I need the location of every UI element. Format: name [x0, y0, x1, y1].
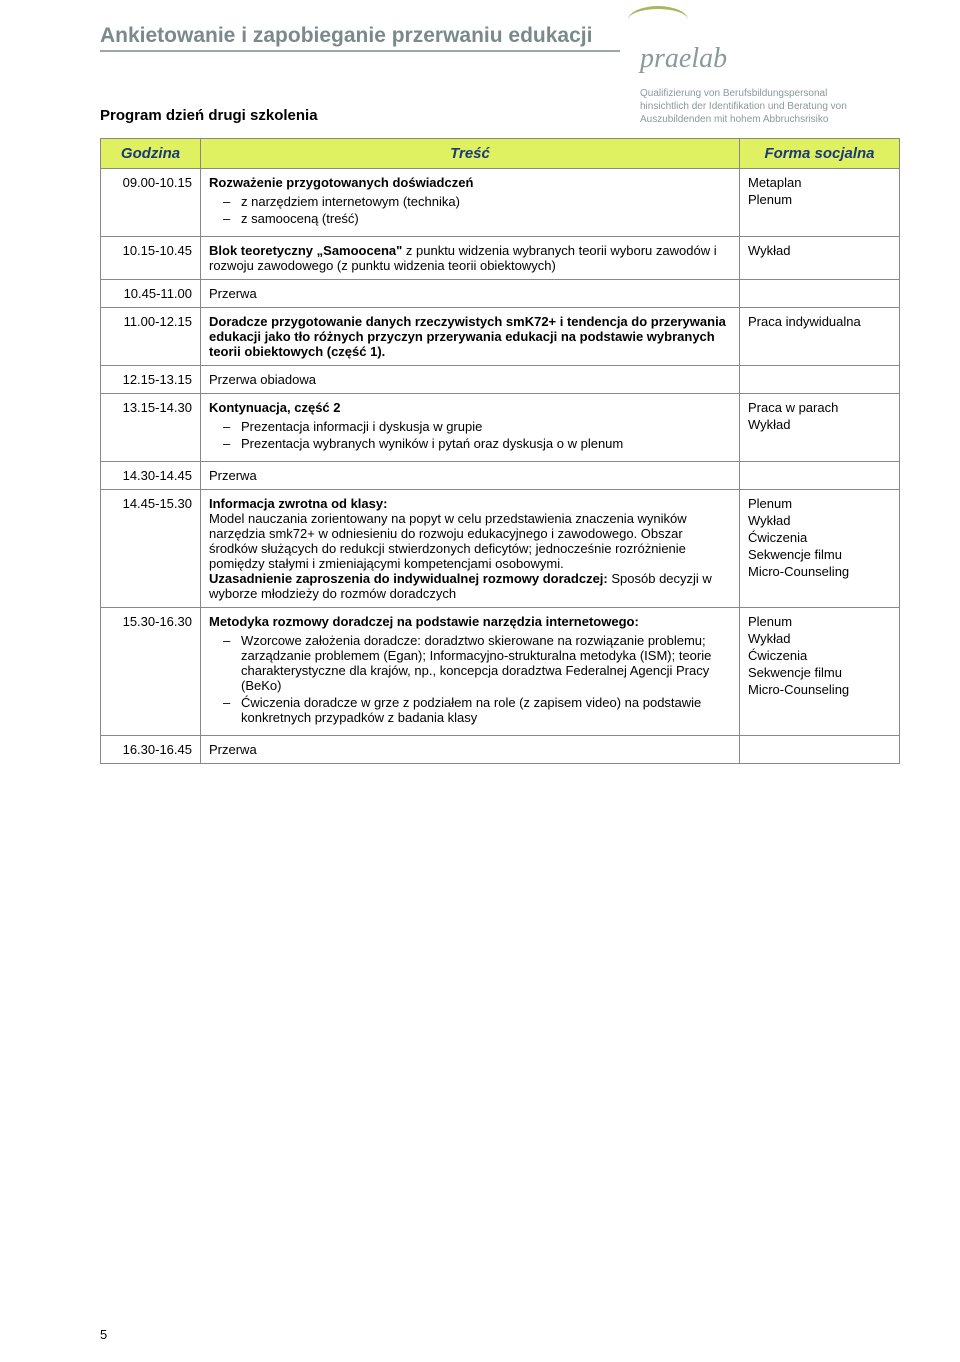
cell-content: Metodyka rozmowy doradczej na podstawie …: [201, 608, 740, 736]
table-row: 16.30-16.45Przerwa: [101, 736, 900, 764]
cell-time: 10.15-10.45: [101, 237, 201, 280]
cell-form: Wykład: [740, 237, 900, 280]
cell-time: 14.45-15.30: [101, 490, 201, 608]
cell-time: 12.15-13.15: [101, 366, 201, 394]
page-number: 5: [100, 1327, 107, 1342]
logo-sub-line: Auszubildenden mit hohem Abbruchsrisiko: [640, 113, 900, 126]
cell-form: [740, 736, 900, 764]
table-row: 13.15-14.30Kontynuacja, część 2Prezentac…: [101, 394, 900, 462]
table-row: 11.00-12.15Doradcze przygotowanie danych…: [101, 308, 900, 366]
cell-form: MetaplanPlenum: [740, 169, 900, 237]
table-row: 10.15-10.45Blok teoretyczny „Samoocena" …: [101, 237, 900, 280]
cell-form: [740, 462, 900, 490]
table-row: 14.45-15.30Informacja zwrotna od klasy:M…: [101, 490, 900, 608]
doc-title: Ankietowanie i zapobieganie przerwaniu e…: [100, 24, 620, 52]
program-heading: Program dzień drugi szkolenia: [100, 83, 318, 124]
table-row: 15.30-16.30Metodyka rozmowy doradczej na…: [101, 608, 900, 736]
cell-content: Rozważenie przygotowanych doświadczeńz n…: [201, 169, 740, 237]
col-form-header: Forma socjalna: [740, 139, 900, 169]
cell-time: 16.30-16.45: [101, 736, 201, 764]
cell-content: Przerwa: [201, 280, 740, 308]
col-time-header: Godzina: [101, 139, 201, 169]
cell-form: Praca indywidualna: [740, 308, 900, 366]
cell-content: Przerwa: [201, 736, 740, 764]
cell-content: Blok teoretyczny „Samoocena" z punktu wi…: [201, 237, 740, 280]
cell-time: 15.30-16.30: [101, 608, 201, 736]
logo-sub-line: hinsichtlich der Identifikation und Bera…: [640, 100, 900, 113]
table-row: 10.45-11.00Przerwa: [101, 280, 900, 308]
cell-time: 11.00-12.15: [101, 308, 201, 366]
cell-content: Informacja zwrotna od klasy:Model naucza…: [201, 490, 740, 608]
cell-form: PlenumWykładĆwiczeniaSekwencje filmuMicr…: [740, 608, 900, 736]
cell-content: Przerwa: [201, 462, 740, 490]
table-row: 14.30-14.45Przerwa: [101, 462, 900, 490]
logo-block: praelab: [620, 24, 900, 75]
cell-time: 13.15-14.30: [101, 394, 201, 462]
logo-subtitle: Qualifizierung von Berufsbildungspersona…: [620, 83, 900, 126]
cell-time: 09.00-10.15: [101, 169, 201, 237]
cell-form: [740, 366, 900, 394]
table-row: 12.15-13.15Przerwa obiadowa: [101, 366, 900, 394]
cell-time: 10.45-11.00: [101, 280, 201, 308]
table-row: 09.00-10.15Rozważenie przygotowanych doś…: [101, 169, 900, 237]
logo-sub-line: Qualifizierung von Berufsbildungspersona…: [640, 87, 900, 100]
cell-content: Kontynuacja, część 2Prezentacja informac…: [201, 394, 740, 462]
logo-text: praelab: [640, 43, 900, 75]
cell-content: Przerwa obiadowa: [201, 366, 740, 394]
cell-form: PlenumWykładĆwiczeniaSekwencje filmuMicr…: [740, 490, 900, 608]
cell-time: 14.30-14.45: [101, 462, 201, 490]
schedule-table: Godzina Treść Forma socjalna 09.00-10.15…: [100, 138, 900, 764]
col-content-header: Treść: [201, 139, 740, 169]
cell-content: Doradcze przygotowanie danych rzeczywist…: [201, 308, 740, 366]
cell-form: Praca w parachWykład: [740, 394, 900, 462]
cell-form: [740, 280, 900, 308]
